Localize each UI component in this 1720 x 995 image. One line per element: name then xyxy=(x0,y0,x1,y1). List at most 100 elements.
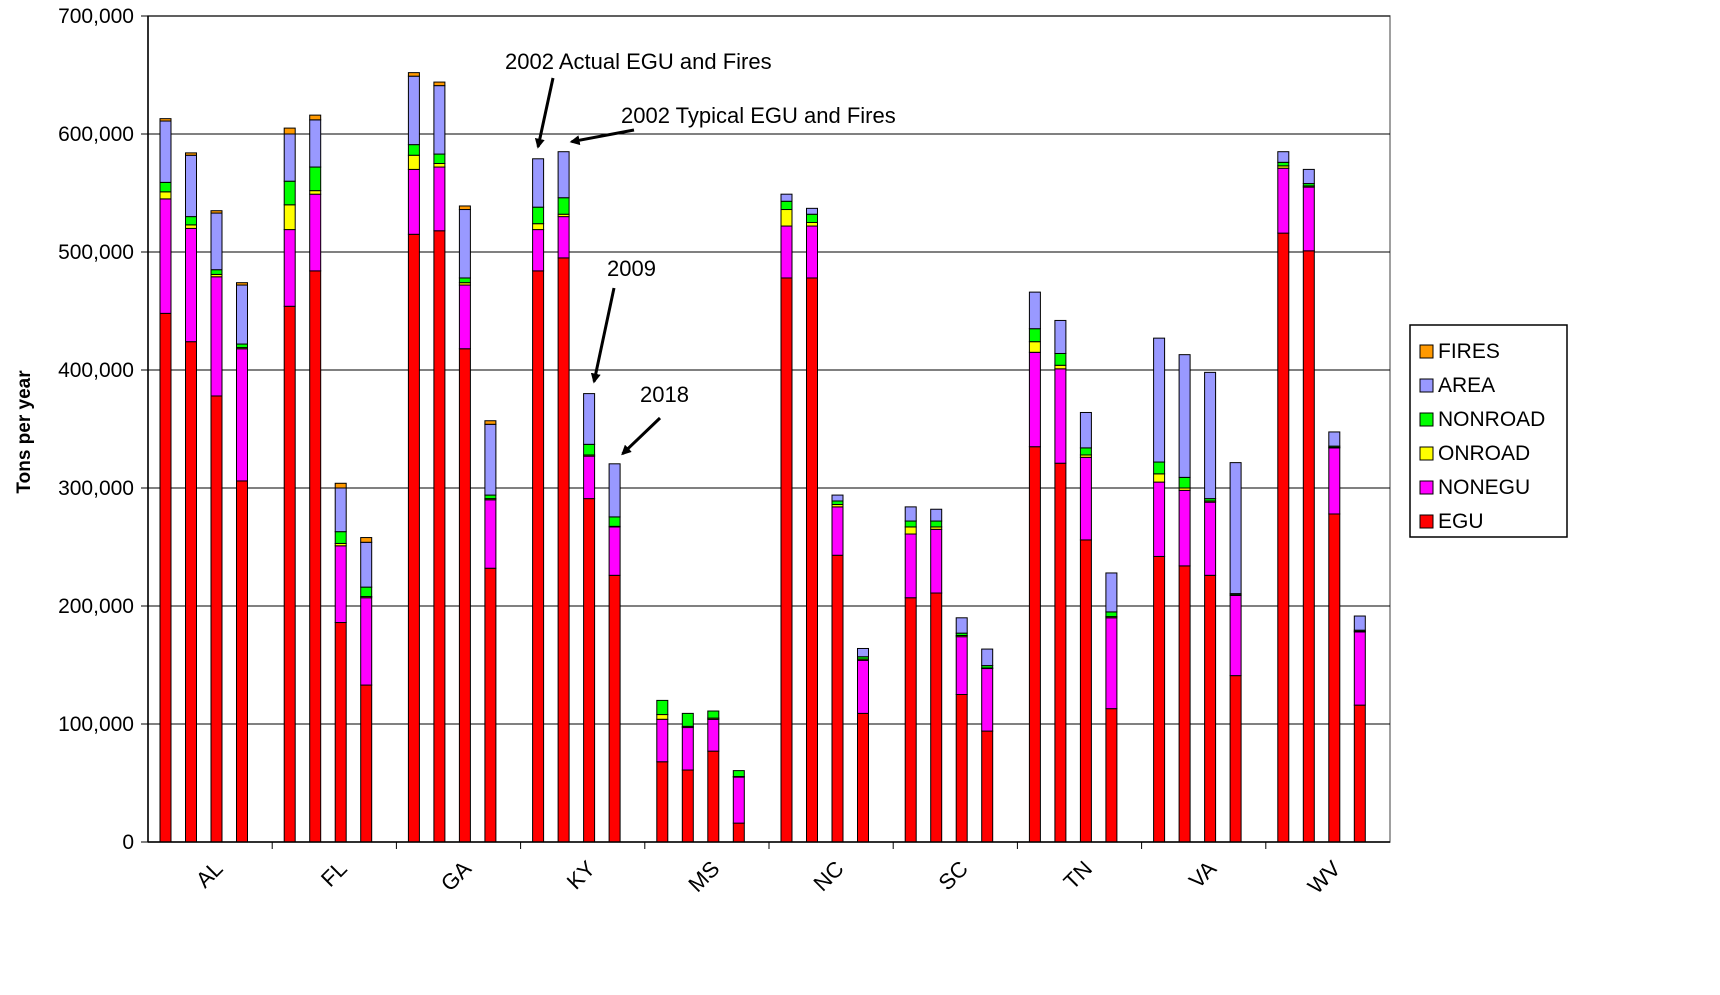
bar-segment-nonroad xyxy=(806,213,818,224)
bar-segment-nonroad xyxy=(1105,611,1118,618)
annotation-label: 2018 xyxy=(640,382,689,407)
bar-segment-egu xyxy=(532,270,545,843)
annotations: 2002 Actual EGU and Fires 2002 Typical EG… xyxy=(505,49,896,456)
bar-segment-egu xyxy=(433,230,446,843)
legend-label: FIRES xyxy=(1438,340,1500,363)
bar-segment-egu xyxy=(484,567,497,843)
bar-segment-nonegu xyxy=(1353,631,1366,706)
bar-segment-area xyxy=(1153,337,1166,463)
bar-segment-nonegu xyxy=(1277,167,1290,234)
bars xyxy=(159,72,1366,843)
bar-segment-nonroad xyxy=(159,181,172,193)
bar-segment-fires xyxy=(458,205,471,211)
y-tick-label: 500,000 xyxy=(58,241,134,264)
bar-segment-onroad xyxy=(309,190,322,195)
bar-segment-egu xyxy=(857,712,869,843)
bar-segment-nonroad xyxy=(360,586,373,598)
bar-segment-nonegu xyxy=(857,659,869,714)
bar-segment-area xyxy=(334,487,347,533)
bar-segment-area xyxy=(1105,572,1118,613)
bar-segment-onroad xyxy=(433,163,446,168)
bar-segment-egu xyxy=(210,395,223,843)
bar-segment-egu xyxy=(1178,565,1191,843)
bar-segment-area xyxy=(185,154,197,218)
bar-segment-area xyxy=(309,119,322,168)
bar-segment-nonegu xyxy=(1204,501,1217,576)
bar-segment-nonegu xyxy=(283,229,296,307)
legend-swatch xyxy=(1419,514,1434,529)
bar-segment-nonegu xyxy=(1229,594,1242,677)
bar-segment-nonegu xyxy=(955,636,968,695)
bar-segment-nonegu xyxy=(236,348,248,482)
bar-segment-area xyxy=(780,193,793,202)
bar-segment-area xyxy=(1204,371,1217,500)
bar-segment-nonegu xyxy=(1054,368,1067,464)
bar-segment-area xyxy=(283,133,296,182)
bar-segment-area xyxy=(236,284,248,345)
bar-segment-area xyxy=(159,120,172,183)
bar-segment-nonroad xyxy=(210,269,223,275)
x-tick-label: WV xyxy=(1303,856,1346,899)
bar-segment-onroad xyxy=(1054,364,1067,370)
bar-segment-egu xyxy=(283,305,296,843)
bar-segment-nonroad xyxy=(334,531,347,544)
bar-segment-nonegu xyxy=(656,718,669,763)
bar-segment-nonegu xyxy=(210,276,223,397)
legend-swatch xyxy=(1419,412,1434,427)
bar-segment-nonroad xyxy=(1054,352,1067,366)
legend: FIRES AREA NONROAD ONROAD NONEGU EGU xyxy=(1409,324,1568,538)
y-tick-label: 300,000 xyxy=(58,477,134,500)
bar-segment-nonegu xyxy=(981,668,994,732)
bar-segment-nonegu xyxy=(707,718,720,752)
legend-swatch xyxy=(1419,446,1434,461)
legend-swatch xyxy=(1419,378,1434,393)
bar-segment-nonegu xyxy=(185,227,197,343)
bar-segment-nonroad xyxy=(1028,328,1041,343)
bar-segment-nonroad xyxy=(532,206,545,225)
bar-segment-fires xyxy=(334,482,347,489)
bar-segment-nonegu xyxy=(309,193,322,272)
bar-segment-nonroad xyxy=(309,166,322,192)
bar-segment-area xyxy=(1178,354,1191,478)
bar-segment-nonegu xyxy=(806,225,818,279)
bar-segment-onroad xyxy=(780,209,793,227)
bar-segment-nonroad xyxy=(236,343,248,349)
bar-segment-area xyxy=(904,506,917,522)
bar-segment-nonroad xyxy=(780,200,793,211)
bar-segment-onroad xyxy=(806,222,818,227)
bar-segment-area xyxy=(608,463,621,518)
bar-segment-nonroad xyxy=(1277,161,1290,167)
bar-segment-nonegu xyxy=(557,216,570,259)
bar-segment-nonroad xyxy=(583,443,596,456)
bar-segment-nonroad xyxy=(681,712,694,727)
bar-segment-area xyxy=(1079,411,1092,449)
bar-segment-egu xyxy=(656,761,669,843)
legend-swatch xyxy=(1419,344,1434,359)
bar-segment-egu xyxy=(1302,250,1315,843)
bar-segment-egu xyxy=(707,750,720,843)
bar-segment-nonroad xyxy=(1153,461,1166,475)
bar-segment-fires xyxy=(407,72,420,77)
bar-segment-egu xyxy=(185,341,197,843)
bar-segment-egu xyxy=(309,270,322,843)
bar-segment-egu xyxy=(1054,462,1067,843)
bar-segment-nonroad xyxy=(930,520,943,528)
bar-segment-nonroad xyxy=(484,494,497,500)
annotation-arrow xyxy=(569,128,635,146)
annotation-label: 2002 Actual EGU and Fires xyxy=(505,49,772,74)
x-tick-label: FL xyxy=(316,856,352,892)
x-tick-label: KY xyxy=(562,856,601,895)
bar-segment-onroad xyxy=(1153,473,1166,483)
bar-segment-nonegu xyxy=(1302,186,1315,252)
bar-segment-nonegu xyxy=(458,284,471,350)
bar-segment-area xyxy=(1028,291,1041,330)
grid-lines xyxy=(148,15,1390,725)
legend-label: ONROAD xyxy=(1438,442,1530,465)
bar-segment-area xyxy=(557,151,570,199)
legend-swatch xyxy=(1419,480,1434,495)
bar-segment-nonroad xyxy=(904,520,917,528)
bar-segment-fires xyxy=(283,127,296,135)
bar-segment-nonegu xyxy=(484,499,497,569)
plot-area xyxy=(147,15,1391,843)
x-tick-label: MS xyxy=(683,856,724,897)
